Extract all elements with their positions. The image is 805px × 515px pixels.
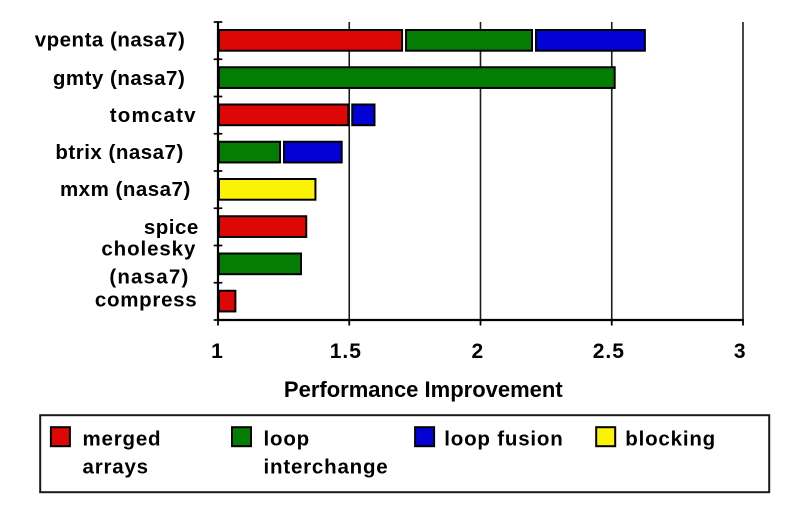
svg-text:btrix (nasa7): btrix (nasa7) bbox=[55, 141, 183, 164]
svg-text:2.5: 2.5 bbox=[593, 340, 625, 363]
svg-text:compress: compress bbox=[95, 289, 197, 312]
svg-text:(nasa7): (nasa7) bbox=[109, 265, 189, 288]
svg-text:tomcatv: tomcatv bbox=[110, 104, 197, 127]
svg-text:vpenta (nasa7): vpenta (nasa7) bbox=[35, 29, 186, 52]
svg-text:mxm (nasa7): mxm (nasa7) bbox=[60, 178, 191, 201]
svg-text:arrays: arrays bbox=[83, 456, 149, 479]
svg-text:loop: loop bbox=[264, 427, 310, 450]
svg-text:cholesky: cholesky bbox=[101, 237, 196, 260]
svg-text:Performance Improvement: Performance Improvement bbox=[284, 377, 563, 402]
svg-text:spice: spice bbox=[144, 216, 199, 239]
svg-text:2: 2 bbox=[472, 340, 485, 363]
svg-text:interchange: interchange bbox=[264, 456, 389, 479]
svg-text:1.5: 1.5 bbox=[330, 340, 362, 363]
svg-text:loop fusion: loop fusion bbox=[444, 427, 563, 450]
svg-text:blocking: blocking bbox=[625, 427, 716, 450]
svg-text:merged: merged bbox=[83, 427, 162, 450]
svg-text:3: 3 bbox=[734, 340, 747, 363]
svg-text:gmty (nasa7): gmty (nasa7) bbox=[53, 67, 185, 90]
svg-text:1: 1 bbox=[211, 340, 224, 363]
